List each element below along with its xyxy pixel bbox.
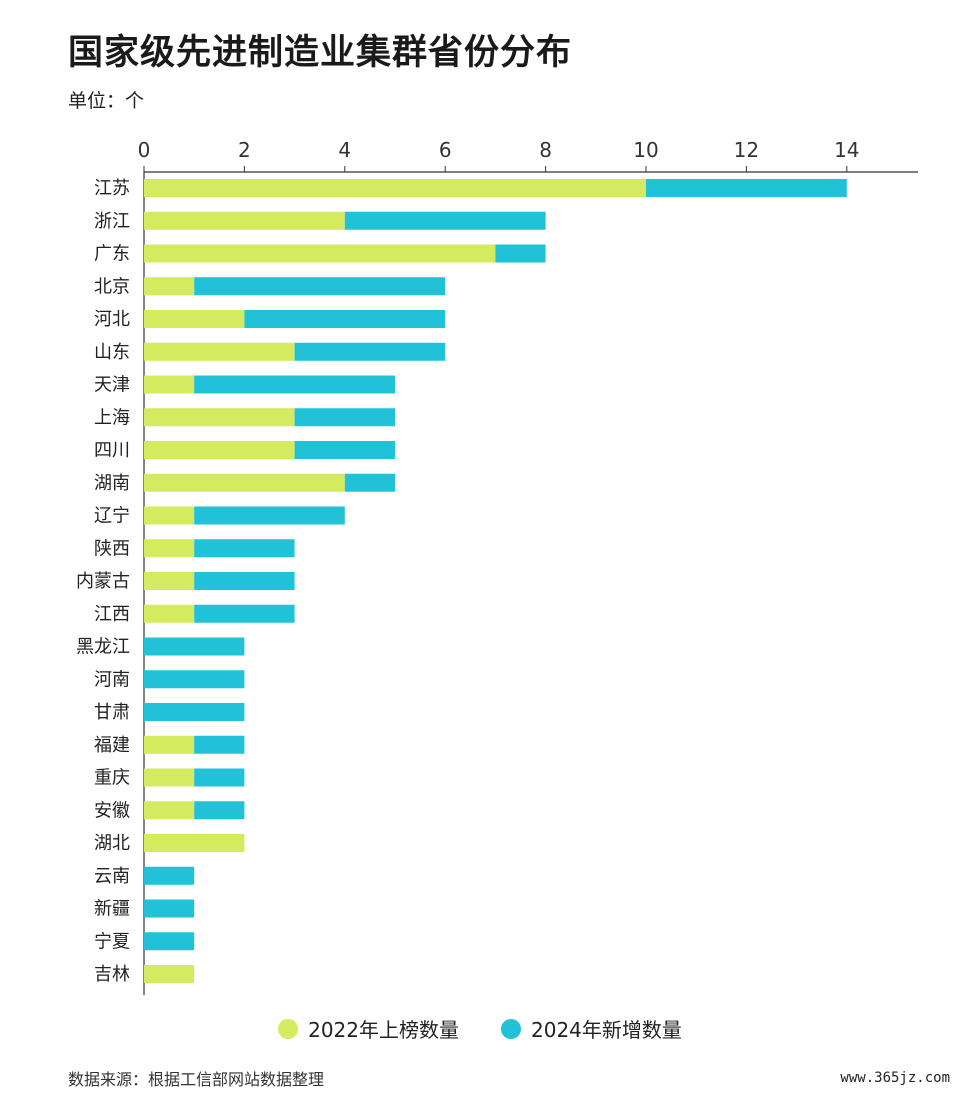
- bar-2022: [144, 179, 646, 197]
- bar-2024: [194, 572, 295, 590]
- bar-2024: [495, 244, 546, 263]
- x-tick-label: 12: [734, 138, 759, 162]
- bar-2024: [144, 637, 245, 656]
- bar-2024: [194, 801, 245, 820]
- bar-2024: [144, 899, 195, 918]
- bar-2024: [194, 506, 345, 525]
- y-category-label: 陕西: [94, 538, 130, 559]
- y-category-label: 江苏: [94, 178, 130, 199]
- bar-2024: [144, 932, 195, 951]
- bar-2022: [144, 768, 195, 787]
- y-category-label: 江西: [94, 604, 130, 625]
- y-category-label: 上海: [94, 407, 130, 428]
- legend-item-2024: 2024年新增数量: [501, 1014, 682, 1043]
- y-category-label: 浙江: [94, 211, 130, 232]
- y-category-label: 天津: [94, 375, 130, 396]
- y-category-label: 甘肃: [94, 702, 130, 723]
- y-category-label: 黑龙江: [76, 637, 130, 658]
- y-category-label: 湖南: [94, 473, 130, 494]
- bar-2022: [144, 834, 245, 852]
- bar-2024: [194, 604, 295, 623]
- bar-chart: 0 2 4 6 8 10 12 14 江苏浙江广东北京河北山东天津上海四川湖南辽宁陕西内蒙古江西…: [76, 138, 918, 995]
- y-category-label: 辽宁: [94, 506, 130, 527]
- bar-2022: [144, 965, 195, 983]
- bar-2022: [144, 342, 295, 361]
- bar-2024: [144, 703, 245, 721]
- y-category-label: 山东: [94, 342, 130, 363]
- legend-label-2024: 2024年新增数量: [531, 1018, 682, 1042]
- y-category-label: 吉林: [94, 964, 130, 985]
- x-tick-label: 10: [633, 138, 658, 162]
- y-category-label: 内蒙古: [76, 571, 130, 592]
- bar-2022: [144, 375, 195, 394]
- legend-swatch-2022: [278, 1018, 299, 1039]
- legend-label-2022: 2022年上榜数量: [308, 1018, 459, 1042]
- x-tick-label: 4: [338, 138, 351, 162]
- bar-2022: [144, 244, 496, 263]
- y-category-label: 云南: [94, 866, 130, 887]
- legend-swatch-2024: [501, 1018, 521, 1039]
- x-tick-label: 0: [138, 138, 151, 162]
- bar-2024: [344, 211, 546, 230]
- bar-2022: [144, 211, 345, 230]
- chart-title: 国家级先进制造业集群省份分布: [68, 33, 573, 73]
- x-tick-label: 8: [539, 138, 552, 162]
- y-category-label: 安徽: [94, 800, 130, 821]
- x-tick-label: 14: [834, 138, 859, 162]
- y-category-label: 湖北: [94, 833, 130, 854]
- bar-2024: [244, 310, 446, 328]
- bar-2022: [144, 801, 195, 820]
- bar-2024: [294, 408, 395, 427]
- bar-2022: [144, 735, 195, 754]
- bar-2024: [344, 473, 395, 492]
- y-category-label: 四川: [94, 440, 130, 461]
- legend: 2022年上榜数量 2024年新增数量: [0, 1014, 960, 1043]
- bar-2024: [194, 735, 245, 754]
- site-watermark-text: www.365jz.com: [840, 1070, 950, 1086]
- y-category-label: 北京: [94, 276, 130, 297]
- bar-2022: [144, 572, 195, 590]
- source-note: 数据来源：根据工信部网站数据整理: [68, 1070, 325, 1089]
- bar-2024: [144, 866, 195, 885]
- bar-2022: [144, 408, 295, 427]
- bar-2024: [194, 277, 446, 296]
- y-category-label: 广东: [94, 244, 130, 265]
- bar-2024: [194, 768, 245, 787]
- bar-2022: [144, 473, 345, 492]
- bar-2022: [144, 539, 195, 558]
- bar-2024: [194, 375, 395, 394]
- y-category-label: 重庆: [94, 768, 130, 789]
- y-category-label: 河北: [94, 309, 130, 330]
- unit-label: 单位：个: [68, 90, 145, 112]
- y-category-label: 福建: [94, 735, 130, 756]
- bar-2022: [144, 506, 195, 525]
- bar-2024: [144, 670, 245, 689]
- bar-2024: [646, 179, 847, 197]
- y-category-label: 新疆: [94, 899, 130, 920]
- legend-item-2022: 2022年上榜数量: [278, 1014, 459, 1043]
- x-tick-label: 6: [439, 138, 452, 162]
- y-category-label: 宁夏: [94, 931, 130, 952]
- bar-2022: [144, 604, 195, 623]
- x-tick-label: 2: [238, 138, 251, 162]
- y-category-label: 河南: [94, 669, 130, 690]
- bar-2022: [144, 310, 245, 328]
- bar-2024: [194, 539, 295, 558]
- bar-2024: [294, 342, 446, 361]
- bar-2022: [144, 277, 195, 296]
- bar-2024: [294, 441, 395, 459]
- bar-2022: [144, 441, 295, 459]
